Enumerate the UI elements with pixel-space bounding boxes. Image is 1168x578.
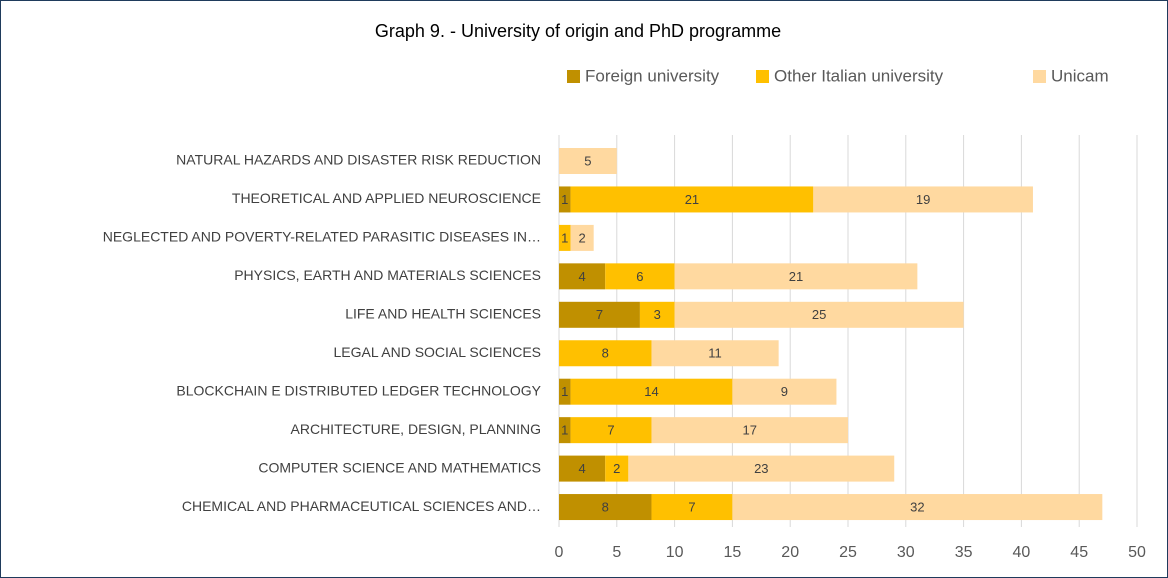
legend-label: Other Italian university bbox=[774, 66, 944, 85]
x-tick-label: 50 bbox=[1128, 544, 1146, 561]
bar-segment bbox=[559, 148, 617, 174]
bar-segment bbox=[559, 186, 571, 213]
x-tick-label: 35 bbox=[955, 544, 973, 561]
bar-segment bbox=[651, 340, 779, 367]
data-label: 4 bbox=[579, 461, 586, 476]
bar-segment bbox=[559, 263, 606, 290]
data-label: 8 bbox=[602, 499, 609, 514]
chart-title: Graph 9. - University of origin and PhD … bbox=[375, 21, 781, 41]
data-label: 9 bbox=[781, 384, 788, 399]
data-label: 1 bbox=[561, 230, 568, 245]
data-label: 14 bbox=[644, 384, 658, 399]
y-tick-label: NEGLECTED AND POVERTY-RELATED PARASITIC … bbox=[103, 229, 541, 245]
x-tick-label: 40 bbox=[1013, 544, 1031, 561]
legend-swatch bbox=[567, 70, 580, 83]
y-tick-label: CHEMICAL AND PHARMACEUTICAL SCIENCES AND… bbox=[182, 498, 541, 514]
bar-segment bbox=[651, 417, 848, 444]
y-tick-label: LIFE AND HEALTH SCIENCES bbox=[345, 306, 541, 322]
bar-segment bbox=[605, 263, 675, 290]
data-label: 11 bbox=[708, 346, 722, 361]
bar-segment bbox=[559, 224, 571, 251]
data-label: 5 bbox=[584, 153, 591, 168]
x-tick-label: 5 bbox=[612, 544, 621, 561]
y-tick-label: THEORETICAL AND APPLIED NEUROSCIENCE bbox=[232, 190, 541, 206]
data-label: 8 bbox=[602, 346, 609, 361]
bar-segment bbox=[651, 494, 733, 521]
bar-segment bbox=[570, 224, 594, 251]
data-label: 4 bbox=[579, 269, 586, 284]
x-tick-label: 0 bbox=[555, 544, 564, 561]
bar-segment bbox=[570, 417, 652, 444]
x-tick-label: 20 bbox=[781, 544, 799, 561]
y-tick-label: ARCHITECTURE, DESIGN, PLANNING bbox=[291, 421, 541, 437]
bar-segment bbox=[570, 186, 814, 213]
bar-segment bbox=[732, 378, 837, 405]
x-tick-label: 15 bbox=[724, 544, 742, 561]
data-label: 2 bbox=[613, 461, 620, 476]
bar-segment bbox=[674, 263, 918, 290]
x-tick-label: 25 bbox=[839, 544, 857, 561]
bar-segment bbox=[559, 494, 652, 521]
bar-segment bbox=[605, 455, 629, 482]
x-tick-label: 45 bbox=[1070, 544, 1088, 561]
x-tick-label: 30 bbox=[897, 544, 915, 561]
legend-label: Foreign university bbox=[585, 66, 720, 85]
data-label: 19 bbox=[916, 192, 930, 207]
data-label: 17 bbox=[743, 423, 757, 438]
data-label: 3 bbox=[654, 307, 661, 322]
bar-segment bbox=[559, 340, 652, 367]
bar-segment bbox=[813, 186, 1033, 213]
data-label: 1 bbox=[561, 192, 568, 207]
data-label: 32 bbox=[910, 499, 924, 514]
bar-segment bbox=[570, 378, 733, 405]
bar-segment bbox=[732, 494, 1103, 521]
y-tick-label: LEGAL AND SOCIAL SCIENCES bbox=[334, 344, 541, 360]
y-tick-label: COMPUTER SCIENCE AND MATHEMATICS bbox=[258, 459, 541, 475]
bar-segment bbox=[559, 417, 571, 444]
data-label: 21 bbox=[789, 269, 803, 284]
data-label: 25 bbox=[812, 307, 826, 322]
legend-label: Unicam bbox=[1051, 66, 1109, 85]
bar-segment bbox=[559, 455, 606, 482]
data-label: 6 bbox=[636, 269, 643, 284]
data-label: 2 bbox=[579, 230, 586, 245]
data-label: 7 bbox=[688, 499, 695, 514]
data-label: 1 bbox=[561, 423, 568, 438]
x-tick-label: 10 bbox=[666, 544, 684, 561]
y-tick-label: BLOCKCHAIN E DISTRIBUTED LEDGER TECHNOLO… bbox=[176, 382, 541, 398]
data-label: 23 bbox=[754, 461, 768, 476]
legend-swatch bbox=[1033, 70, 1046, 83]
bar-segment bbox=[559, 301, 640, 328]
y-tick-label: PHYSICS, EARTH AND MATERIALS SCIENCES bbox=[234, 267, 541, 283]
data-label: 7 bbox=[596, 307, 603, 322]
bar-segment bbox=[639, 301, 675, 328]
legend-swatch bbox=[756, 70, 769, 83]
y-tick-label: NATURAL HAZARDS AND DISASTER RISK REDUCT… bbox=[176, 152, 541, 168]
bar-segment bbox=[628, 455, 895, 482]
data-label: 21 bbox=[685, 192, 699, 207]
bar-segment bbox=[674, 301, 964, 328]
data-label: 1 bbox=[561, 384, 568, 399]
data-label: 7 bbox=[607, 423, 614, 438]
bar-segment bbox=[559, 378, 571, 405]
